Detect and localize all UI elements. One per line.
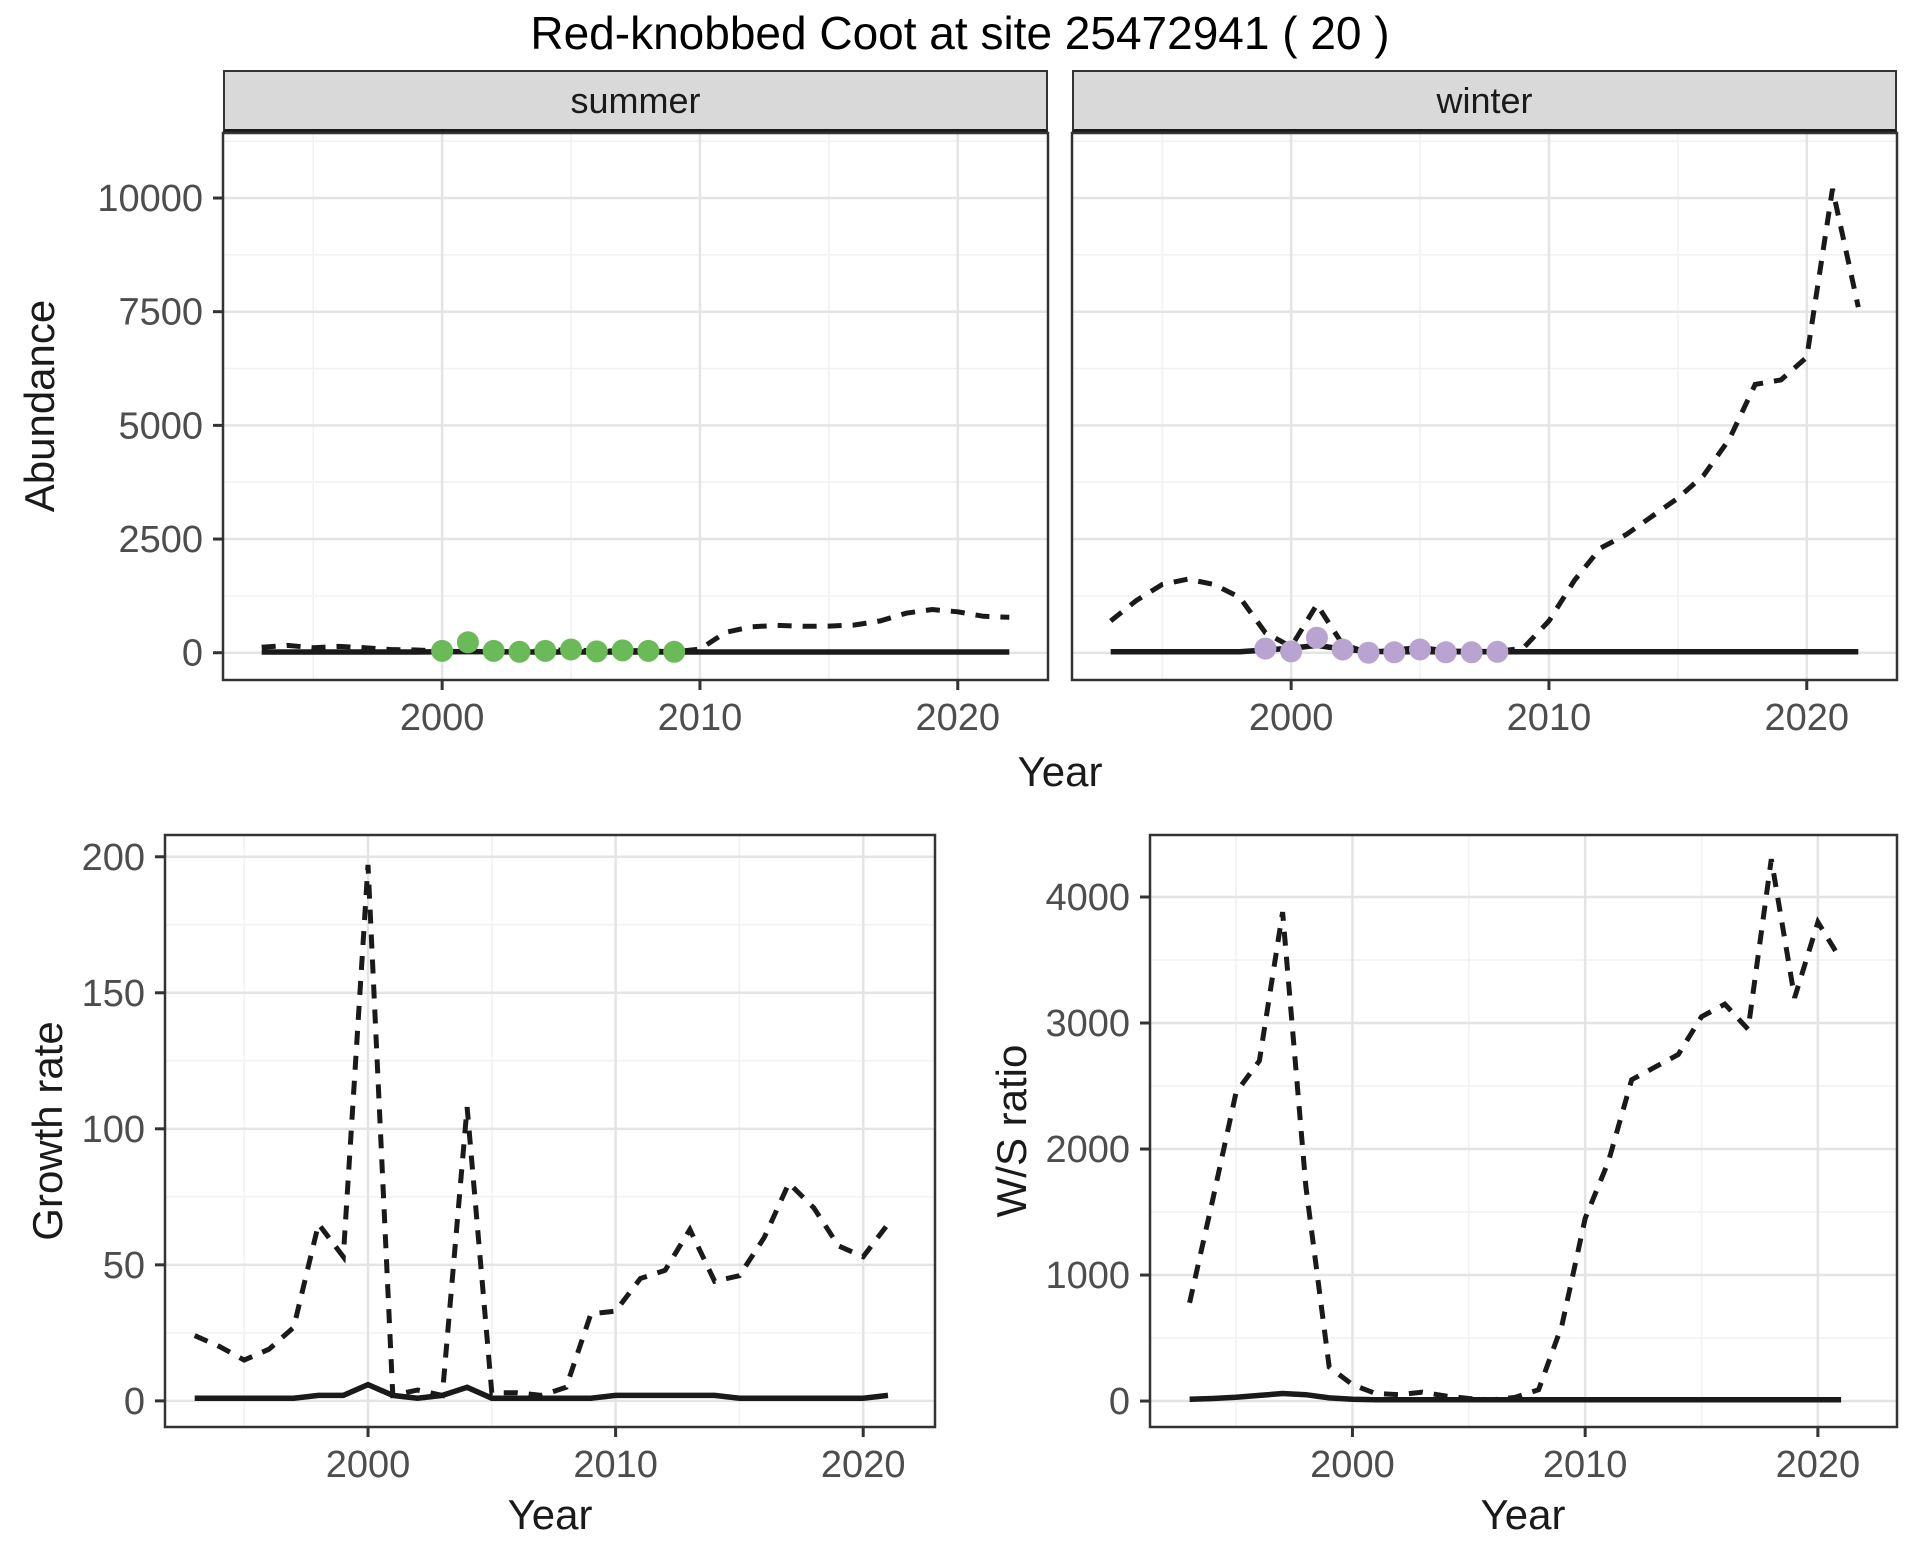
series-fitted-solid	[1110, 642, 1859, 655]
data-point	[1305, 626, 1328, 649]
x-tick-label: 2020	[1764, 697, 1849, 739]
data-point	[1409, 638, 1431, 661]
panel-background	[1150, 835, 1897, 1427]
data-point	[1460, 641, 1483, 664]
y-tick-label: 0	[182, 633, 203, 675]
data-point	[585, 640, 608, 663]
panel-growth_rate: 2000 2010 2020 0 50 100 150 200	[82, 833, 937, 1486]
y-tick-label: 150	[82, 973, 145, 1015]
data-point	[1280, 640, 1303, 663]
data-point	[611, 639, 634, 662]
y-tick-label: 0	[124, 1381, 145, 1423]
panel-abundance_winter: 2000 2010 2020	[1070, 131, 1899, 739]
y-tick-label: 100	[82, 1109, 145, 1151]
y-axis-title-growth-rate: Growth rate	[24, 1021, 71, 1241]
facet-strip-winter: winter	[1072, 70, 1897, 133]
chart-title: Red-knobbed Coot at site 25472941 ( 20 )	[530, 7, 1390, 59]
x-tick-label: 2020	[915, 697, 1000, 739]
y-tick-label: 0	[1109, 1381, 1130, 1423]
series-observed-dashed	[193, 864, 890, 1399]
x-tick-label: 2000	[1310, 1444, 1395, 1486]
y-tick-label: 7500	[118, 292, 203, 334]
data-point	[560, 638, 582, 661]
y-tick-label: 50	[103, 1245, 145, 1287]
facet-strip-summer-label: summer	[570, 79, 701, 121]
data-point	[1357, 641, 1380, 664]
data-point	[431, 639, 454, 662]
y-tick-label: 2000	[1045, 1129, 1130, 1171]
y-tick-label: 200	[82, 837, 145, 879]
panel-ws_ratio: 2000 2010 2020 0 1000 2000 3000 4000	[1045, 833, 1899, 1486]
data-point	[663, 640, 686, 663]
x-tick-label: 2010	[1507, 697, 1592, 739]
panel-border	[1148, 833, 1899, 1429]
y-tick-label: 2500	[118, 519, 203, 561]
x-axis-title-ws-ratio: Year	[1480, 1491, 1566, 1538]
data-point	[508, 640, 531, 663]
y-tick-label: 10000	[97, 178, 203, 220]
y-axis-title-ws-ratio: W/S ratio	[988, 1044, 1035, 1218]
panel-background	[165, 835, 935, 1427]
data-point	[1486, 640, 1509, 663]
x-tick-label: 2020	[1776, 1444, 1861, 1486]
x-tick-label: 2000	[326, 1444, 411, 1486]
y-tick-label: 3000	[1045, 1003, 1130, 1045]
panel-background	[223, 133, 1048, 680]
data-point	[1331, 638, 1354, 661]
x-axis-title-growth-rate: Year	[507, 1491, 593, 1538]
x-tick-label: 2020	[821, 1444, 906, 1486]
data-point	[637, 639, 660, 662]
data-point	[482, 639, 505, 662]
x-tick-label: 2000	[400, 697, 485, 739]
data-point	[456, 631, 479, 654]
series-fitted-solid	[194, 1381, 889, 1401]
x-tick-label: 2010	[1543, 1444, 1628, 1486]
x-axis-title-top: Year	[1017, 748, 1103, 795]
panel-border	[1070, 131, 1899, 682]
y-axis-title-abundance: Abundance	[16, 299, 63, 513]
y-tick-label: 4000	[1045, 877, 1130, 919]
data-point	[1383, 641, 1406, 664]
panel-border	[221, 131, 1050, 682]
panel-border	[163, 833, 937, 1429]
panel-background	[1072, 133, 1897, 680]
x-tick-label: 2010	[573, 1444, 658, 1486]
y-tick-label: 1000	[1045, 1255, 1130, 1297]
panel-abundance_summer: 2000 2010 2020 0 2500 5000 7500 10000	[97, 131, 1050, 739]
facet-strip-summer: summer	[223, 70, 1048, 133]
data-point	[1434, 641, 1457, 664]
x-tick-label: 2000	[1249, 697, 1334, 739]
x-tick-label: 2010	[658, 697, 743, 739]
series-fitted-solid	[1189, 1390, 1842, 1403]
facet-strip-winter-label: winter	[1436, 79, 1533, 121]
y-tick-label: 5000	[118, 405, 203, 447]
data-point	[534, 639, 557, 662]
data-point	[1254, 637, 1277, 660]
